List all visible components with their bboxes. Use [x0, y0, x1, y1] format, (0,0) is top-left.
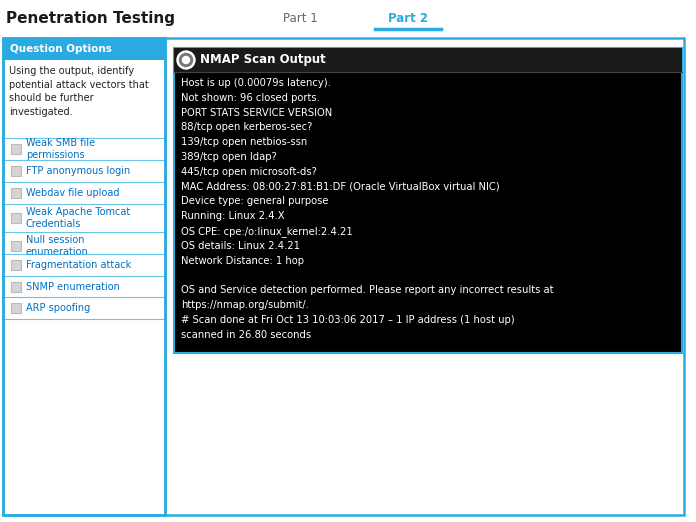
FancyBboxPatch shape: [174, 48, 682, 353]
Text: FTP anonymous login: FTP anonymous login: [26, 166, 130, 176]
Text: Using the output, identify
potential attack vectors that
should be further
inves: Using the output, identify potential att…: [9, 66, 149, 117]
Text: Not shown: 96 closed ports.: Not shown: 96 closed ports.: [181, 93, 320, 103]
Text: https://nmap.org/submit/.: https://nmap.org/submit/.: [181, 300, 309, 310]
Text: NMAP Scan Output: NMAP Scan Output: [200, 53, 326, 66]
Text: 445/tcp open microsoft-ds?: 445/tcp open microsoft-ds?: [181, 167, 317, 177]
Text: Network Distance: 1 hop: Network Distance: 1 hop: [181, 256, 304, 266]
Text: OS CPE: cpe:/o:linux_kernel:2.4.21: OS CPE: cpe:/o:linux_kernel:2.4.21: [181, 226, 353, 237]
FancyBboxPatch shape: [11, 144, 21, 154]
Text: Penetration Testing: Penetration Testing: [6, 10, 175, 26]
Text: PORT STATS SERVICE VERSION: PORT STATS SERVICE VERSION: [181, 108, 332, 117]
FancyBboxPatch shape: [11, 213, 21, 223]
Text: Host is up (0.00079s latency).: Host is up (0.00079s latency).: [181, 78, 331, 88]
FancyBboxPatch shape: [11, 282, 21, 292]
Text: OS and Service detection performed. Please report any incorrect results at: OS and Service detection performed. Plea…: [181, 285, 553, 295]
Text: ARP spoofing: ARP spoofing: [26, 303, 90, 313]
Text: 88/tcp open kerberos-sec?: 88/tcp open kerberos-sec?: [181, 122, 313, 133]
Circle shape: [182, 56, 189, 64]
Text: Part 2: Part 2: [388, 11, 428, 25]
FancyBboxPatch shape: [11, 241, 21, 251]
Text: scanned in 26.80 seconds: scanned in 26.80 seconds: [181, 329, 311, 340]
Text: Weak Apache Tomcat
Credentials: Weak Apache Tomcat Credentials: [26, 207, 130, 229]
Text: MAC Address: 08:00:27:81:B1:DF (Oracle VirtualBox virtual NIC): MAC Address: 08:00:27:81:B1:DF (Oracle V…: [181, 182, 500, 192]
FancyBboxPatch shape: [11, 303, 21, 313]
Text: Weak SMB file
permissions: Weak SMB file permissions: [26, 138, 95, 160]
Circle shape: [177, 51, 195, 69]
Text: Fragmentation attack: Fragmentation attack: [26, 260, 132, 270]
Text: Part 1: Part 1: [283, 11, 317, 25]
Text: Webdav file upload: Webdav file upload: [26, 188, 120, 198]
FancyBboxPatch shape: [11, 166, 21, 176]
Text: 139/tcp open netbios-ssn: 139/tcp open netbios-ssn: [181, 137, 307, 147]
FancyBboxPatch shape: [11, 188, 21, 198]
Text: Running: Linux 2.4.X: Running: Linux 2.4.X: [181, 211, 285, 221]
FancyBboxPatch shape: [3, 38, 165, 60]
FancyBboxPatch shape: [11, 260, 21, 270]
Text: OS details: Linux 2.4.21: OS details: Linux 2.4.21: [181, 241, 300, 251]
FancyBboxPatch shape: [3, 38, 684, 515]
FancyBboxPatch shape: [174, 48, 682, 72]
Text: SNMP enumeration: SNMP enumeration: [26, 282, 120, 292]
Text: Question Options: Question Options: [10, 44, 112, 54]
Text: # Scan done at Fri Oct 13 10:03:06 2017 – 1 IP address (1 host up): # Scan done at Fri Oct 13 10:03:06 2017 …: [181, 315, 514, 325]
Text: Device type: general purpose: Device type: general purpose: [181, 196, 329, 206]
Circle shape: [180, 53, 193, 66]
Text: Null session
enumeration: Null session enumeration: [26, 235, 89, 257]
Text: 389/tcp open ldap?: 389/tcp open ldap?: [181, 152, 277, 162]
